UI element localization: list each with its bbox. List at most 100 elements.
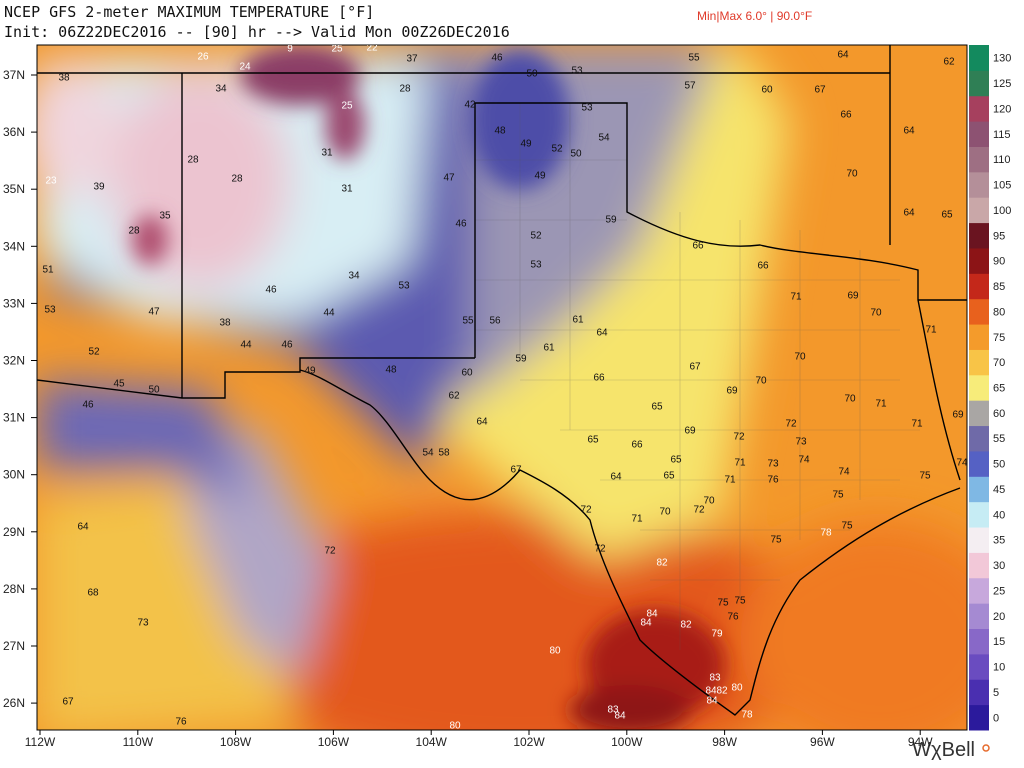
lon-label: 108W: [220, 735, 252, 749]
temperature-label: 75: [841, 521, 853, 532]
colorbar-label: 75: [993, 332, 1005, 344]
colorbar-band: [969, 197, 989, 224]
temperature-label: 60: [461, 368, 473, 379]
temperature-label: 66: [631, 440, 643, 451]
temperature-label: 74: [838, 467, 850, 478]
colorbar-label: 20: [993, 611, 1005, 623]
colorbar-label: 115: [993, 129, 1011, 141]
temperature-label: 64: [77, 522, 89, 533]
temperature-label: 64: [837, 50, 849, 61]
temperature-label: 62: [943, 57, 955, 68]
temperature-label: 38: [58, 73, 70, 84]
temperature-label: 53: [571, 66, 583, 77]
temperature-label: 59: [515, 354, 527, 365]
lat-label: 31N: [3, 411, 25, 425]
temperature-label: 46: [455, 219, 467, 230]
lon-label: 110W: [123, 735, 154, 749]
lat-label: 26N: [3, 696, 25, 710]
temperature-label: 48: [385, 365, 397, 376]
colorbar-label: 45: [993, 484, 1005, 496]
temperature-label: 67: [510, 465, 522, 476]
temperature-label: 66: [757, 261, 769, 272]
temperature-label: 70: [703, 496, 715, 507]
temperature-label: 82: [716, 686, 728, 697]
colorbar-band: [969, 45, 989, 71]
temperature-label: 52: [551, 144, 563, 155]
title: NCEP GFS 2-meter MAXIMUM TEMPERATURE [°F…: [4, 3, 374, 21]
temperature-label: 72: [594, 544, 606, 555]
colorbar-label: 40: [993, 509, 1005, 521]
temperature-label: 57: [684, 81, 696, 92]
colorbar-label: 85: [993, 281, 1005, 293]
colorbar-label: 125: [993, 78, 1011, 90]
colorbar-label: 130: [993, 53, 1011, 65]
colorbar-label: 120: [993, 103, 1011, 115]
temperature-label: 69: [684, 426, 696, 437]
temperature-label: 53: [530, 260, 542, 271]
temperature-label: 47: [443, 173, 455, 184]
temperature-label: 51: [42, 265, 54, 276]
temperature-label: 65: [941, 210, 953, 221]
lon-label: 106W: [318, 735, 350, 749]
colorbar-band: [969, 704, 989, 731]
temperature-label: 74: [798, 455, 810, 466]
temperature-label: 64: [610, 472, 622, 483]
temperature-label: 76: [175, 717, 187, 728]
colorbar-band: [969, 222, 989, 249]
temperature-label: 71: [724, 475, 736, 486]
temperature-label: 73: [137, 618, 149, 629]
temperature-label: 65: [587, 435, 599, 446]
temperature-label: 73: [767, 459, 779, 470]
temperature-label: 26: [197, 52, 209, 63]
colorbar-band: [969, 552, 989, 579]
colorbar-label: 0: [993, 712, 999, 724]
temperature-label: 82: [656, 558, 668, 569]
temperature-label: 76: [727, 612, 739, 623]
temperature-label: 64: [596, 328, 608, 339]
temperature-label: 69: [847, 291, 859, 302]
temperature-label: 75: [717, 598, 729, 609]
colorbar-band: [969, 577, 989, 604]
temperature-label: 75: [770, 535, 782, 546]
temperature-label: 46: [281, 340, 293, 351]
temperature-label: 83: [607, 705, 619, 716]
temperature-label: 46: [265, 285, 277, 296]
temperature-label: 38: [219, 318, 231, 329]
temperature-label: 67: [62, 697, 74, 708]
colorbar-label: 105: [993, 180, 1011, 192]
temperature-label: 48: [494, 126, 506, 137]
temperature-label: 44: [240, 340, 252, 351]
temperature-label: 31: [321, 148, 333, 159]
temperature-label: 73: [795, 437, 807, 448]
temperature-label: 34: [215, 84, 227, 95]
min-max: Min|Max 6.0° | 90.0°F: [697, 9, 812, 23]
temperature-label: 28: [231, 174, 243, 185]
temperature-label: 72: [785, 419, 797, 430]
temperature-label: 25: [341, 101, 353, 112]
temperature-label: 44: [323, 308, 335, 319]
map-frame: [36, 44, 968, 731]
temperature-label: 65: [651, 402, 663, 413]
temperature-label: 84: [640, 618, 652, 629]
temperature-label: 83: [709, 673, 721, 684]
temperature-label: 22: [366, 43, 378, 54]
colorbar-label: 25: [993, 585, 1005, 597]
lat-label: 37N: [3, 68, 25, 82]
lat-label: 28N: [3, 582, 25, 596]
temperature-labels: 38 9 26 24 25 22 37 46 50 53 55 64 62 34 28 25 42 48 53 49 5…: [42, 43, 967, 732]
temperature-label: 76: [767, 475, 779, 486]
temperature-label: 80: [449, 721, 461, 732]
lat-label: 33N: [3, 296, 25, 310]
temperature-label: 84: [705, 686, 717, 697]
temperature-label: 37: [406, 54, 418, 65]
temperature-label: 70: [846, 169, 858, 180]
colorbar-label: 50: [993, 459, 1005, 471]
temperature-label: 80: [731, 683, 743, 694]
temperature-label: 50: [526, 69, 538, 80]
temperature-label: 46: [491, 53, 503, 64]
colorbar-band: [969, 400, 989, 427]
temperature-label: 75: [832, 490, 844, 501]
temperature-label: 72: [324, 546, 336, 557]
brand: WχBell: [912, 739, 975, 761]
